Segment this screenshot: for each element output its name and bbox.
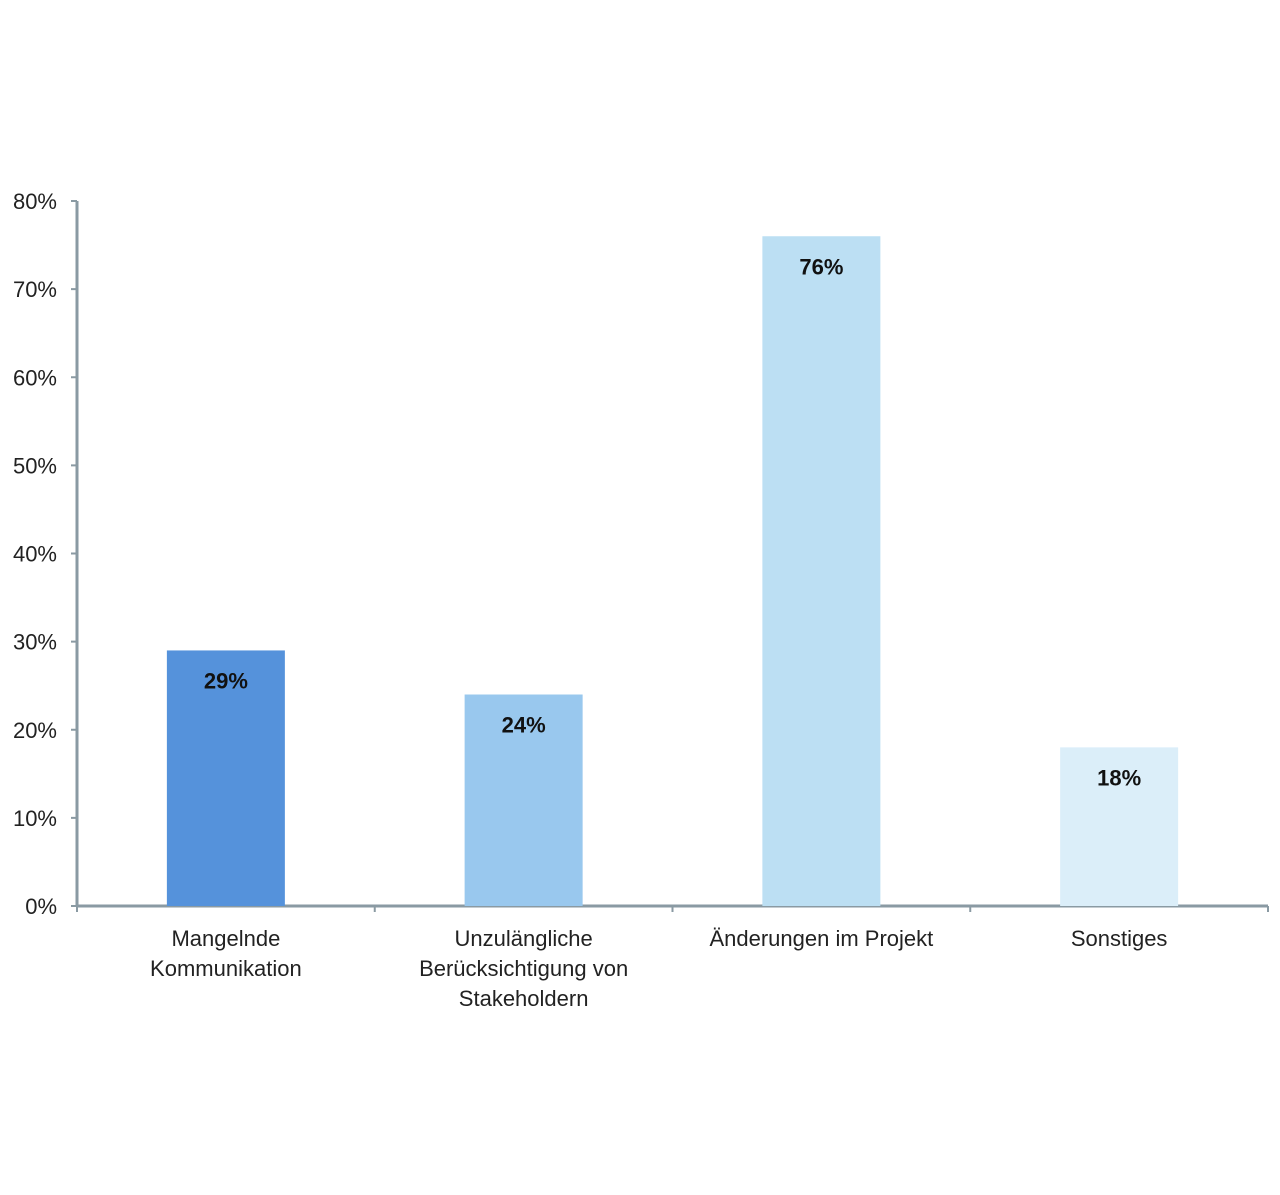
bar [464,694,583,906]
y-tick-label: 10% [13,806,57,831]
y-tick-label: 50% [13,453,57,478]
y-tick-label: 0% [25,894,57,919]
y-tick-label: 70% [13,277,57,302]
y-tick-label: 30% [13,630,57,655]
y-tick-label: 80% [13,189,57,214]
y-tick-label: 60% [13,365,57,390]
x-axis [76,904,1269,912]
y-tick-label: 20% [13,718,57,743]
y-axis: 0% 10% 20% 30% 40% 50% 60% 70% 80% [13,189,79,919]
category-label: Kommunikation [150,956,302,981]
category-labels: Mangelnde Kommunikation Unzulängliche Berüc… [150,926,1167,1011]
category-label: Mangelnde [171,926,280,951]
bar-value-label: 29% [204,668,248,693]
bar-value-label: 18% [1097,765,1141,790]
data-labels: 29% 24% 76% 18% [204,254,1141,790]
bar [166,650,285,906]
category-label: Unzulängliche [455,926,593,951]
category-label: Berücksichtigung von [419,956,628,981]
category-label: Änderungen im Projekt [709,926,933,951]
bar-value-label: 76% [799,254,843,279]
bar [762,236,881,906]
bar-value-label: 24% [502,713,546,738]
y-tick-label: 40% [13,542,57,567]
category-label: Stakeholdern [459,986,589,1011]
bar [1060,747,1179,906]
category-label: Sonstiges [1071,926,1168,951]
bars [166,236,1179,906]
